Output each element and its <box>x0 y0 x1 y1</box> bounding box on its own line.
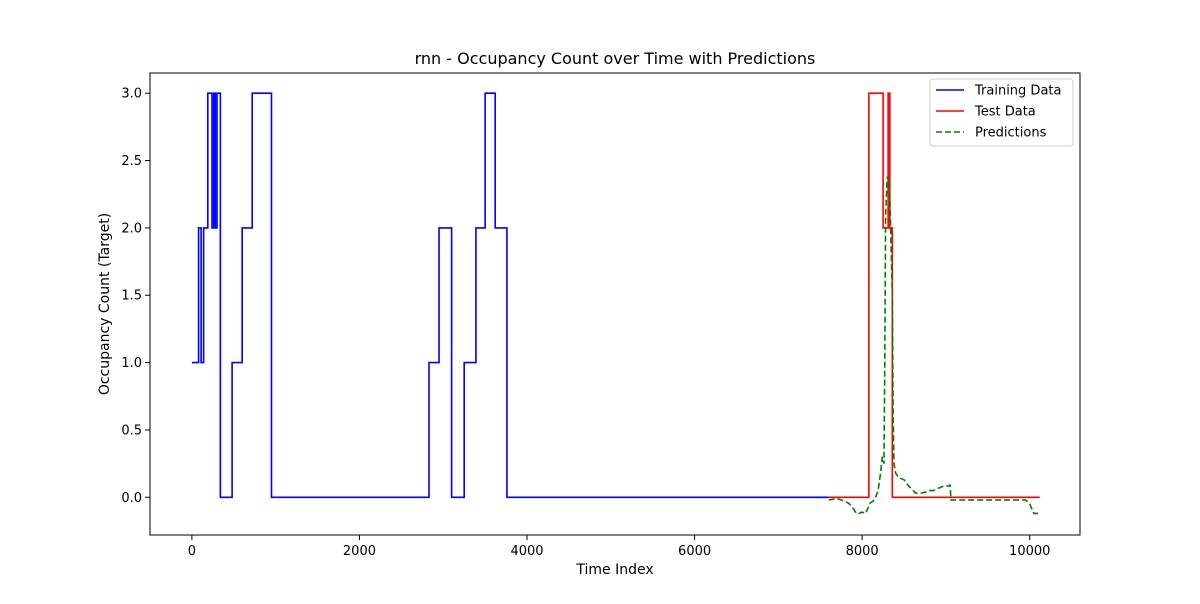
axis-ticks: 0 2000 4000 6000 8000 10000 0.0 0.5 1.0 1.5 2.0 2.5… <box>121 87 1050 559</box>
legend-label: Training Data <box>974 84 1061 99</box>
legend-label: Predictions <box>975 126 1047 141</box>
series-line-training-data <box>191 92 829 499</box>
y-tick-label: 3.0 <box>121 87 142 102</box>
y-tick-label: 2.5 <box>121 154 142 169</box>
legend-box <box>929 78 1074 147</box>
x-tick-label: 0 <box>188 544 196 559</box>
legend-label: Test Data <box>974 105 1036 120</box>
y-tick-label: 2.0 <box>121 221 142 236</box>
chart-title: rnn - Occupancy Count over Time with Pre… <box>415 49 816 68</box>
x-axis-label: Time Index <box>575 562 653 578</box>
legend: Training Data Test Data Predictions <box>929 78 1074 147</box>
series-line-test-data <box>828 92 1040 499</box>
plot-area <box>191 92 1040 515</box>
y-axis-label: Occupancy Count (Target) <box>97 213 113 395</box>
x-tick-label: 10000 <box>1009 544 1050 559</box>
x-tick-label: 2000 <box>343 544 376 559</box>
y-tick-label: 1.0 <box>121 356 142 371</box>
series-line-predictions <box>828 176 1039 515</box>
x-tick-label: 4000 <box>510 544 543 559</box>
x-tick-label: 6000 <box>678 544 711 559</box>
y-tick-label: 0.0 <box>121 491 142 506</box>
axes-frame <box>149 72 1081 536</box>
y-tick-label: 0.5 <box>121 423 142 438</box>
x-tick-label: 8000 <box>846 544 879 559</box>
y-tick-label: 1.5 <box>121 289 142 304</box>
